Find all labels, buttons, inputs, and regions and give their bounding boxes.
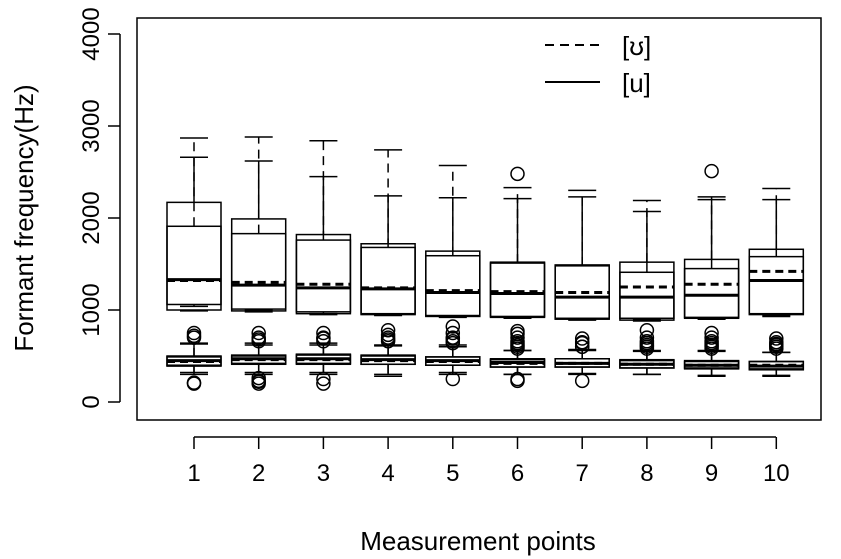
x-tick-label-1: 2	[252, 460, 265, 487]
series-1-box-f2-9	[683, 198, 740, 320]
series-solid	[166, 156, 805, 391]
series-0-box-f2-9-outlier-0	[704, 163, 719, 179]
series-0-box-f2-5-box	[425, 254, 481, 317]
series-0-box-f1-3-outlier-4	[316, 325, 331, 341]
y-tick-label-2: 2000	[78, 191, 105, 244]
legend-label-0: [ʊ]	[622, 31, 651, 61]
series-1-box-f1-9	[683, 335, 740, 377]
x-tick-label-4: 5	[446, 460, 459, 487]
x-tick-label-6: 7	[576, 460, 589, 487]
series-1-box-f1-6	[489, 335, 546, 376]
series-1-box-f2-10-box	[748, 255, 805, 316]
series-0-box-f1-6-outlier-7	[510, 323, 525, 339]
series-0-box-f1-1-outlier-2	[186, 325, 202, 341]
x-tick-label-7: 8	[640, 460, 653, 487]
series-1-box-f1-4	[360, 332, 416, 376]
series-1-box-f1-2	[230, 332, 287, 390]
boxes-layer	[166, 136, 805, 391]
x-tick-label-0: 1	[187, 460, 200, 487]
series-1-box-f1-8-outlier-0	[639, 339, 655, 355]
series-1-box-f1-8	[619, 335, 675, 376]
series-0-box-f2-2-box	[230, 232, 287, 310]
y-tick-label-4: 4000	[78, 7, 105, 60]
series-1-box-f2-5-box	[425, 250, 481, 318]
series-1-box-f2-6-outlier-0	[510, 166, 525, 182]
series-1-box-f1-3	[295, 331, 352, 374]
y-tick-label-3: 3000	[78, 99, 105, 152]
series-1-box-f2-6	[489, 166, 546, 320]
series-0-box-f1-9-outlier-4	[704, 325, 719, 341]
series-1-box-f2-3-box	[295, 233, 352, 315]
series-0-box-f1-1	[166, 325, 222, 390]
series-1-box-f1-1-outlier-0	[186, 376, 202, 391]
series-1-box-f1-5	[425, 330, 481, 374]
x-tick-label-3: 4	[381, 460, 394, 487]
series-1-box-f1-3-outlier-0	[316, 331, 331, 346]
y-axis-label: Formant frequency(Hz)	[9, 84, 39, 351]
series-1-box-f2-2	[230, 160, 287, 313]
series-1-box-f2-9-box	[683, 267, 740, 320]
series-0-box-f1-7-outlier-3	[574, 331, 590, 346]
series-1-box-f1-1-outlier-1	[186, 330, 202, 345]
series-0-box-f1-6-outlier-5	[510, 330, 525, 345]
series-1-box-f1-7-outlier-0	[574, 339, 590, 355]
series-1-box-f1-7-outlier-1	[574, 335, 590, 351]
x-tick-label-9: 10	[763, 460, 790, 487]
series-0-box-f1-4-outlier-2	[380, 327, 396, 343]
x-tick-label-8: 9	[705, 460, 718, 487]
series-1-box-f2-7	[554, 196, 610, 321]
y-tick-label-0: 0	[78, 395, 105, 408]
series-1-box-f1-10-outlier-1	[769, 336, 784, 352]
series-0-box-f2-3-box	[295, 239, 352, 313]
series-1-box-f1-7	[554, 335, 610, 375]
y-tick-label-1: 1000	[78, 283, 105, 336]
series-0-box-f1-8-outlier-3	[639, 330, 655, 345]
x-tick-label-2: 3	[317, 460, 330, 487]
series-1-box-f1-4-outlier-0	[380, 332, 396, 347]
series-1-box-f1-8-outlier-1	[639, 335, 655, 351]
series-0-box-f1-7-outlier-0	[574, 373, 590, 389]
plot-frame	[136, 17, 822, 421]
series-1-box-f1-2-outlier-0	[251, 374, 266, 390]
y-axis: 0 1000 2000 3000 4000	[78, 7, 121, 409]
series-1-box-f2-4	[360, 195, 416, 317]
series-1-box-f2-10	[748, 198, 805, 318]
series-1-box-f1-2-outlier-1	[251, 332, 266, 347]
series-1-box-f2-3	[295, 175, 352, 316]
series-0-box-f1-2-outlier-5	[251, 325, 266, 341]
x-tick-label-5: 6	[511, 460, 524, 487]
series-0-box-f1-5-outlier-3	[445, 325, 461, 341]
series-1-box-f1-9-outlier-1	[704, 335, 719, 351]
series-1-box-f1-6-outlier-0	[510, 339, 525, 355]
series-0-box-f1-5-outlier-4	[445, 319, 461, 334]
series-0-box-f1-4-outlier-3	[380, 322, 396, 338]
x-axis: 1 2 3 4 5 6 7 8 9 10	[187, 436, 790, 487]
series-0-box-f2-4-box	[360, 246, 416, 315]
series-0-box-f1-9-outlier-3	[704, 330, 719, 345]
legend-label-1: [u]	[622, 68, 651, 98]
series-0-box-f1-10-outlier-3	[769, 331, 784, 346]
series-1-box-f1-10	[748, 336, 805, 377]
series-1-box-f2-4-box	[360, 243, 416, 316]
series-1-box-f1-9-outlier-0	[704, 339, 719, 355]
series-0-box-f2-6-box	[489, 262, 546, 318]
series-0-box-f1-3-outlier-0	[316, 376, 331, 391]
series-1-box-f1-5-outlier-1	[445, 330, 461, 345]
series-1-box-f1-6-outlier-1	[510, 335, 525, 351]
series-1-box-f2-1	[166, 156, 222, 312]
series-1-box-f2-8	[619, 210, 675, 322]
legend: [ʊ] [u]	[545, 31, 651, 98]
series-1-box-f1-1	[166, 330, 222, 391]
series-1-box-f2-6-box	[489, 261, 546, 319]
series-1-box-f2-5	[425, 197, 481, 319]
x-axis-label: Measurement points	[360, 526, 596, 556]
series-0-box-f2-1-box	[166, 225, 222, 306]
series-1-box-f1-5-outlier-0	[445, 334, 461, 349]
